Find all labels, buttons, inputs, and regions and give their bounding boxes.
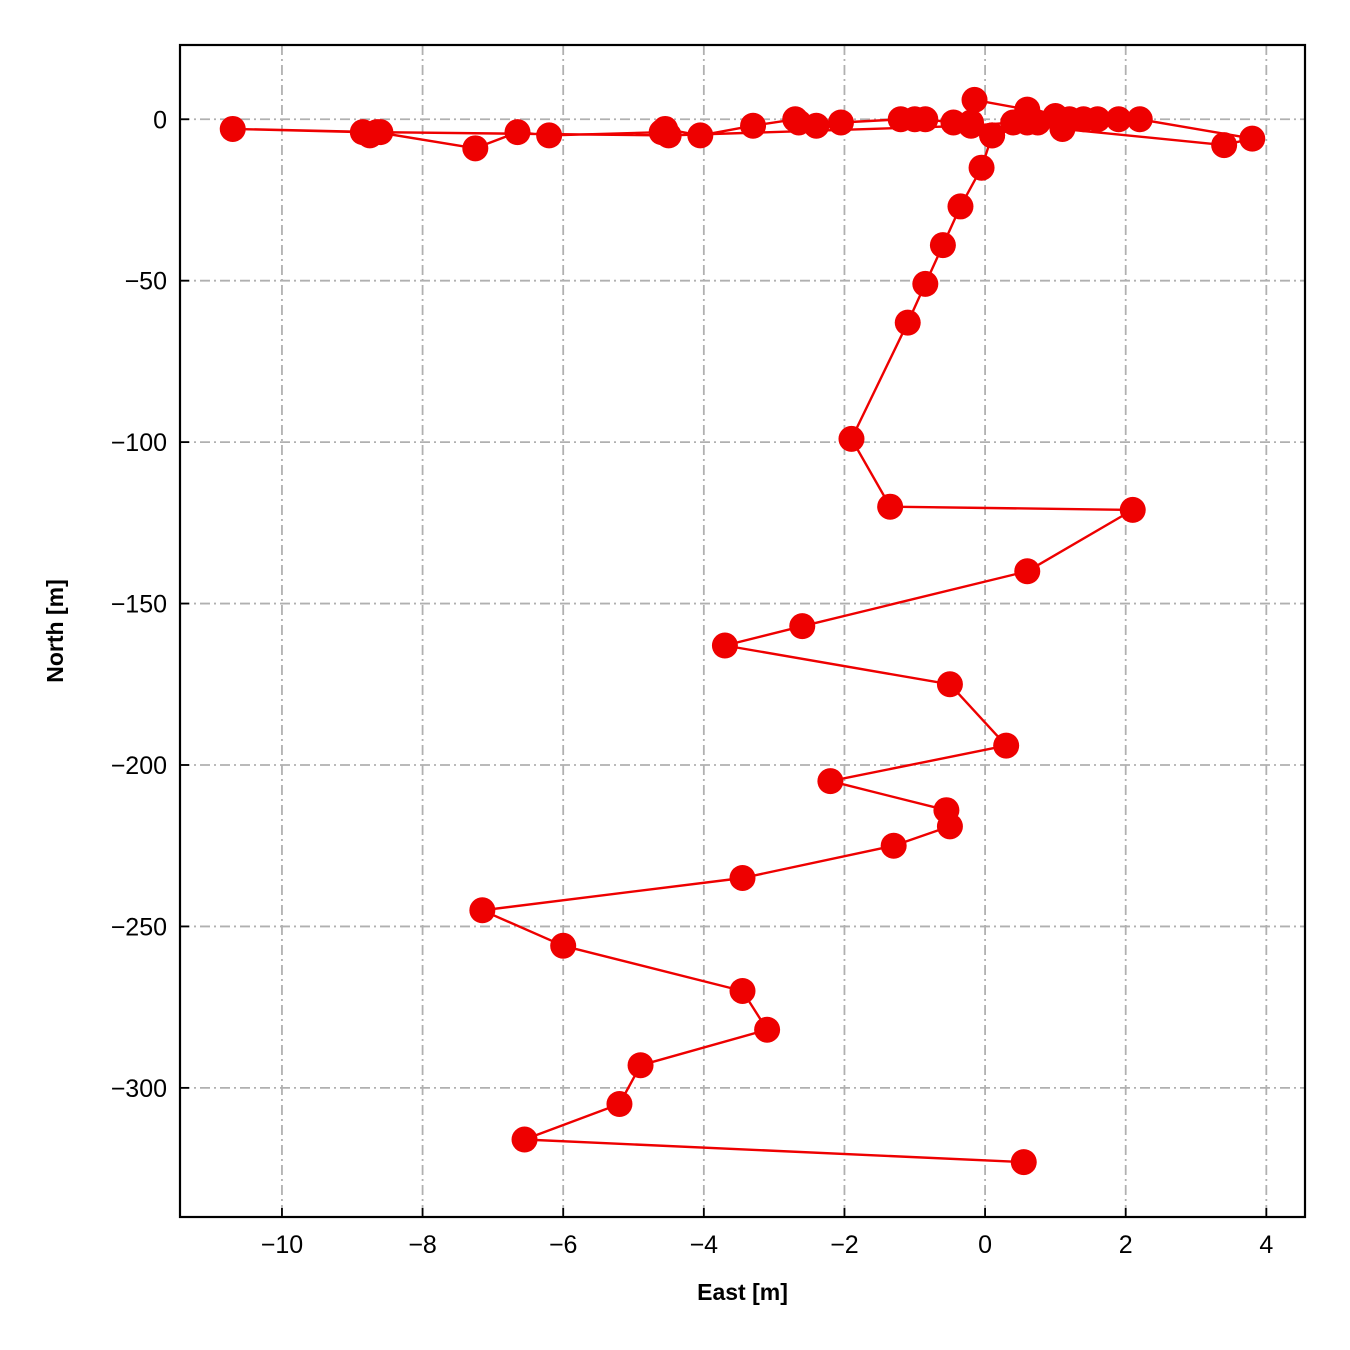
x-tick-label: 4: [1259, 1231, 1273, 1259]
y-tick-label: −200: [111, 752, 167, 780]
y-tick-label: 0: [153, 106, 167, 134]
y-tick-label: −300: [111, 1075, 167, 1103]
x-tick-label: −2: [830, 1231, 859, 1259]
y-tick-label: −100: [111, 429, 167, 457]
ticks: −10 −8 −6 −4 −2 0 2 4 0 −50 −100 −150 −200 −250 −300: [111, 106, 1274, 1259]
data-point: [550, 932, 577, 959]
data-point: [958, 112, 985, 139]
x-tick-label: −8: [408, 1231, 437, 1259]
data-point: [947, 193, 974, 220]
y-tick-label: −150: [111, 591, 167, 619]
data-point: [606, 1090, 633, 1117]
x-tick-label: −4: [690, 1231, 719, 1259]
data-point: [1000, 109, 1027, 136]
data-point: [462, 135, 489, 162]
data-point: [504, 119, 531, 146]
data-point: [1049, 115, 1076, 142]
data-point: [789, 613, 816, 640]
data-point: [936, 813, 963, 840]
data-point: [968, 154, 995, 181]
data-point: [627, 1052, 654, 1079]
data-point: [912, 270, 939, 297]
data-point: [838, 425, 865, 452]
series-layer: [219, 86, 1266, 1176]
data-point: [979, 122, 1006, 149]
data-point: [1126, 106, 1153, 133]
data-point: [1239, 125, 1266, 152]
y-tick-label: −250: [111, 913, 167, 941]
data-point: [536, 122, 563, 149]
data-point: [1084, 106, 1111, 133]
data-point: [817, 768, 844, 795]
data-point: [1010, 1149, 1037, 1176]
x-tick-label: 0: [978, 1231, 992, 1259]
data-point: [511, 1126, 538, 1153]
x-tick-label: 2: [1119, 1231, 1133, 1259]
data-point: [367, 119, 394, 146]
data-point: [1211, 132, 1238, 159]
data-point: [961, 86, 988, 113]
data-point: [782, 106, 809, 133]
data-point: [687, 122, 714, 149]
data-point: [729, 977, 756, 1004]
plot-frame: [178, 43, 1307, 1219]
data-point: [880, 832, 907, 859]
x-tick-label: −6: [549, 1231, 578, 1259]
data-point: [219, 115, 246, 142]
data-point: [729, 864, 756, 891]
y-axis-label: North [m]: [42, 579, 68, 682]
data-point: [469, 897, 496, 924]
data-point: [655, 122, 682, 149]
data-point: [754, 1016, 781, 1043]
data-point: [1105, 106, 1132, 133]
data-point: [740, 112, 767, 139]
y-tick-label: −50: [125, 268, 167, 296]
x-axis-label: East [m]: [697, 1279, 788, 1305]
data-point: [827, 109, 854, 136]
data-point: [1014, 558, 1041, 585]
data-point: [1119, 496, 1146, 523]
data-point: [936, 671, 963, 698]
grid: [180, 45, 1305, 1217]
data-point: [993, 732, 1020, 759]
data-point: [887, 106, 914, 133]
data-point: [711, 632, 738, 659]
data-point: [877, 493, 904, 520]
x-tick-label: −10: [261, 1231, 303, 1259]
data-point: [894, 309, 921, 336]
data-point: [1024, 109, 1051, 136]
data-point: [929, 232, 956, 259]
